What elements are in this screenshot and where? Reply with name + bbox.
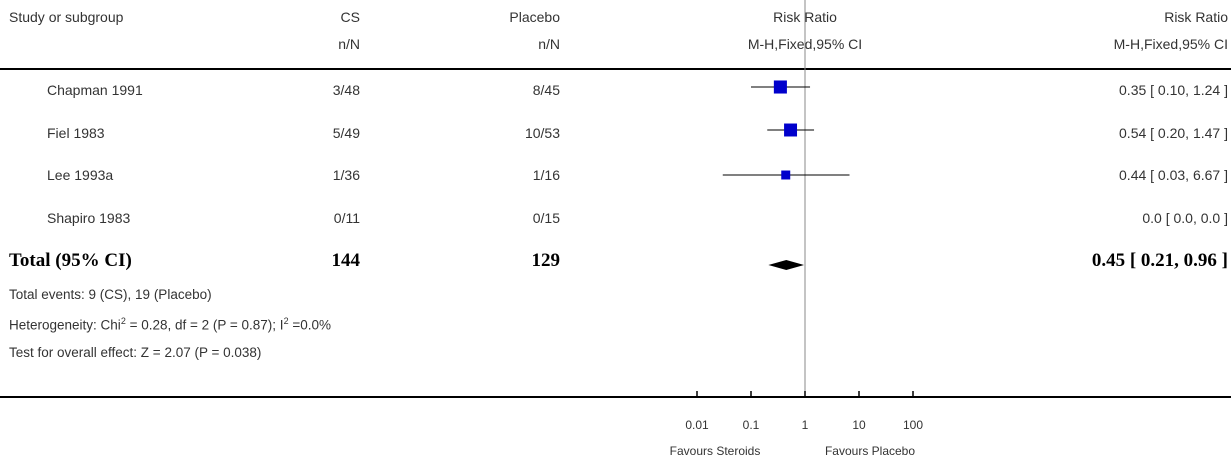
header-study: Study or subgroup xyxy=(9,9,124,25)
group2-value: 1/16 xyxy=(532,167,560,183)
study-name: Fiel 1983 xyxy=(47,125,105,141)
effect-value: 0.54 [ 0.20, 1.47 ] xyxy=(1119,125,1228,141)
effect-value: 0.35 [ 0.10, 1.24 ] xyxy=(1119,82,1228,98)
group2-value: 8/45 xyxy=(532,82,560,98)
header-group1: CS xyxy=(340,9,360,25)
group1-value: 1/36 xyxy=(332,167,360,183)
header-group2: Placebo xyxy=(509,9,560,25)
x-tick-label: 0.1 xyxy=(742,418,760,432)
header-group2-sub: n/N xyxy=(538,36,560,52)
study-name: Shapiro 1983 xyxy=(47,210,131,226)
heterogeneity-note: Heterogeneity: Chi2 = 0.28, df = 2 (P = … xyxy=(9,316,331,333)
header-effect-sub: M-H,Fixed,95% CI xyxy=(1113,36,1228,52)
total-diamond xyxy=(768,260,805,270)
x-tick-label: 1 xyxy=(801,418,809,432)
header-divider xyxy=(0,68,1231,70)
total-group2: 129 xyxy=(531,250,561,271)
effect-value: 0.0 [ 0.0, 0.0 ] xyxy=(1142,210,1228,226)
group2-value: 10/53 xyxy=(524,125,560,141)
study-marker xyxy=(773,80,787,94)
x-tick-label: 10 xyxy=(852,418,866,432)
footer-divider xyxy=(0,396,1231,398)
total-effect: 0.45 [ 0.21, 0.96 ] xyxy=(1091,250,1228,271)
group1-value: 5/49 xyxy=(332,125,360,141)
group1-value: 3/48 xyxy=(332,82,360,98)
header-group1-sub: n/N xyxy=(338,36,360,52)
x-tick-label: 100 xyxy=(902,418,924,432)
favours-left-label: Favours Steroids xyxy=(669,444,761,458)
study-name: Lee 1993a xyxy=(47,167,114,183)
x-tick-label: 0.01 xyxy=(685,418,709,432)
effect-value: 0.44 [ 0.03, 6.67 ] xyxy=(1119,167,1228,183)
group2-value: 0/15 xyxy=(532,210,560,226)
header-effect-title: Risk Ratio xyxy=(1164,9,1228,25)
favours-right-label: Favours Placebo xyxy=(824,444,916,458)
overall-effect-note: Test for overall effect: Z = 2.07 (P = 0… xyxy=(9,345,262,360)
total-label: Total (95% CI) xyxy=(9,250,132,271)
total-group1: 144 xyxy=(331,250,361,271)
group1-value: 0/11 xyxy=(333,210,360,226)
study-marker xyxy=(784,123,798,137)
study-name: Chapman 1991 xyxy=(47,82,143,98)
study-marker xyxy=(781,170,791,180)
total-events-note: Total events: 9 (CS), 19 (Placebo) xyxy=(9,287,212,302)
